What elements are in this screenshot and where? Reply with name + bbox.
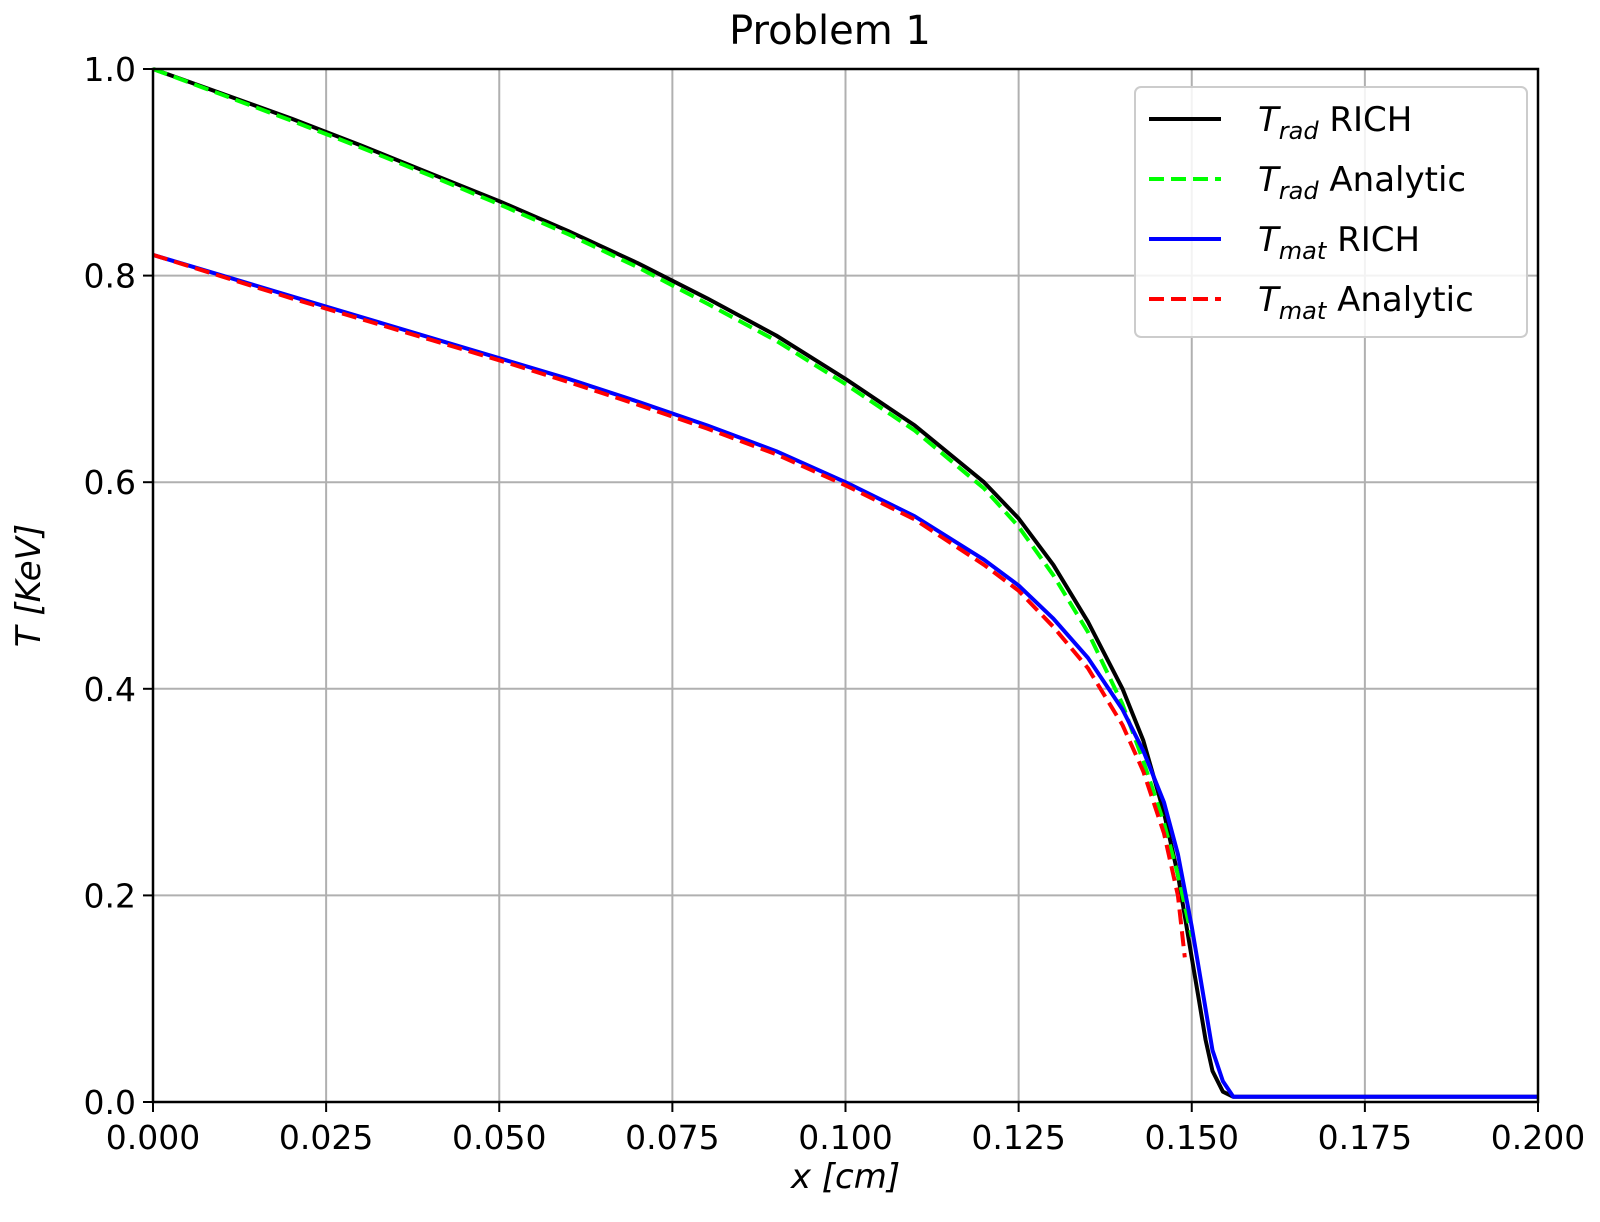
y-axis-unit: [KeV] <box>9 524 49 616</box>
legend-suffix: RICH <box>1326 220 1420 260</box>
legend-symbol: T <box>1258 220 1281 260</box>
y-tick-label: 0.8 <box>84 257 136 296</box>
legend-symbol: T <box>1258 160 1281 200</box>
legend-suffix: Analytic <box>1319 160 1467 200</box>
legend-label: Trad Analytic <box>1258 160 1466 205</box>
x-axis-var: x <box>790 1157 812 1197</box>
y-tick-label: 1.0 <box>84 50 136 89</box>
x-tick-label: 0.000 <box>106 1118 200 1157</box>
legend-box <box>1134 86 1528 338</box>
y-axis-title: T [KeV] <box>9 524 49 647</box>
x-tick-label: 0.050 <box>452 1118 546 1157</box>
x-axis-unit: [cm] <box>822 1157 900 1197</box>
x-tick-label: 0.175 <box>1318 1118 1412 1157</box>
series-line-mat-analytic <box>152 252 1187 958</box>
legend-suffix: RICH <box>1319 100 1413 140</box>
x-tick-label: 0.075 <box>625 1118 719 1157</box>
x-tick-label: 0.125 <box>971 1118 1065 1157</box>
x-tick-label: 0.025 <box>279 1118 373 1157</box>
legend-label: Tmat RICH <box>1258 220 1420 265</box>
legend-subscript: mat <box>1279 237 1328 265</box>
y-tick-label: 0.6 <box>84 463 136 502</box>
legend-label: Trad RICH <box>1258 100 1412 145</box>
y-tick-label: 0.4 <box>84 670 136 709</box>
legend-symbol: T <box>1258 280 1281 320</box>
x-tick-label: 0.200 <box>1491 1118 1585 1157</box>
y-tick-label: 0.2 <box>84 876 136 915</box>
y-axis-var: T <box>9 624 49 647</box>
legend-subscript: rad <box>1279 117 1320 145</box>
series-line-rad-analytic <box>152 67 1194 938</box>
y-axis: 0.0 0.2 0.4 0.6 0.8 1.0 <box>84 50 153 1122</box>
legend-subscript: mat <box>1279 297 1328 325</box>
x-tick-label: 0.150 <box>1145 1118 1239 1157</box>
y-tick-label: 0.0 <box>84 1083 136 1122</box>
legend-symbol: T <box>1258 100 1281 140</box>
x-axis-title: x [cm] <box>790 1157 900 1197</box>
x-axis: 0.000 0.025 0.050 0.075 0.100 0.125 0.150 0.175… <box>106 1102 1585 1157</box>
legend-subscript: rad <box>1279 177 1320 205</box>
x-tick-label: 0.100 <box>798 1118 892 1157</box>
legend-suffix: Analytic <box>1326 280 1474 320</box>
series-line-rad-rich <box>152 67 1538 1099</box>
legend-label: Tmat Analytic <box>1258 280 1474 325</box>
chart-title: Problem 1 <box>729 8 931 54</box>
series-layer <box>152 67 1538 1099</box>
